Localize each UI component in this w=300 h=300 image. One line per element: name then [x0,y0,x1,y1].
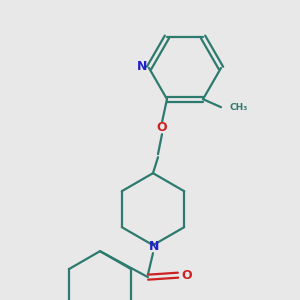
Text: O: O [157,121,167,134]
Text: CH₃: CH₃ [229,103,247,112]
Text: N: N [137,61,147,74]
Text: O: O [182,269,192,282]
Text: N: N [149,240,159,253]
